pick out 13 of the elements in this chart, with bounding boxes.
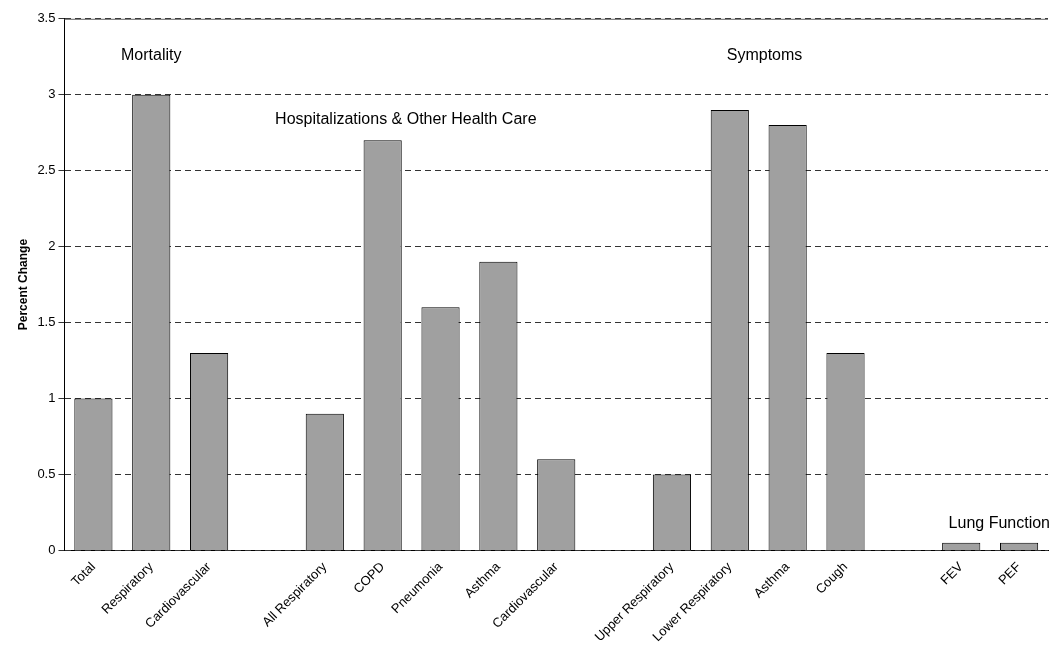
y-axis-title: Percent Change xyxy=(15,238,30,331)
y-tick-label: 1.5 xyxy=(37,314,56,330)
y-tick-label: 0 xyxy=(48,541,56,557)
y-tick-label: 2.5 xyxy=(37,162,56,178)
y-tick-label: 1 xyxy=(48,390,56,406)
annotation: Hospitalizations & Other Health Care xyxy=(275,110,537,128)
y-tick-label: 3.5 xyxy=(37,10,56,26)
annotation: Symptoms xyxy=(726,46,803,64)
y-tick-label: 0.5 xyxy=(37,466,56,482)
y-tick-label: 2 xyxy=(48,238,56,254)
annotation: Lung Function xyxy=(948,514,1050,532)
y-tick-label: 3 xyxy=(48,86,56,102)
annotation: Mortality xyxy=(121,46,182,64)
